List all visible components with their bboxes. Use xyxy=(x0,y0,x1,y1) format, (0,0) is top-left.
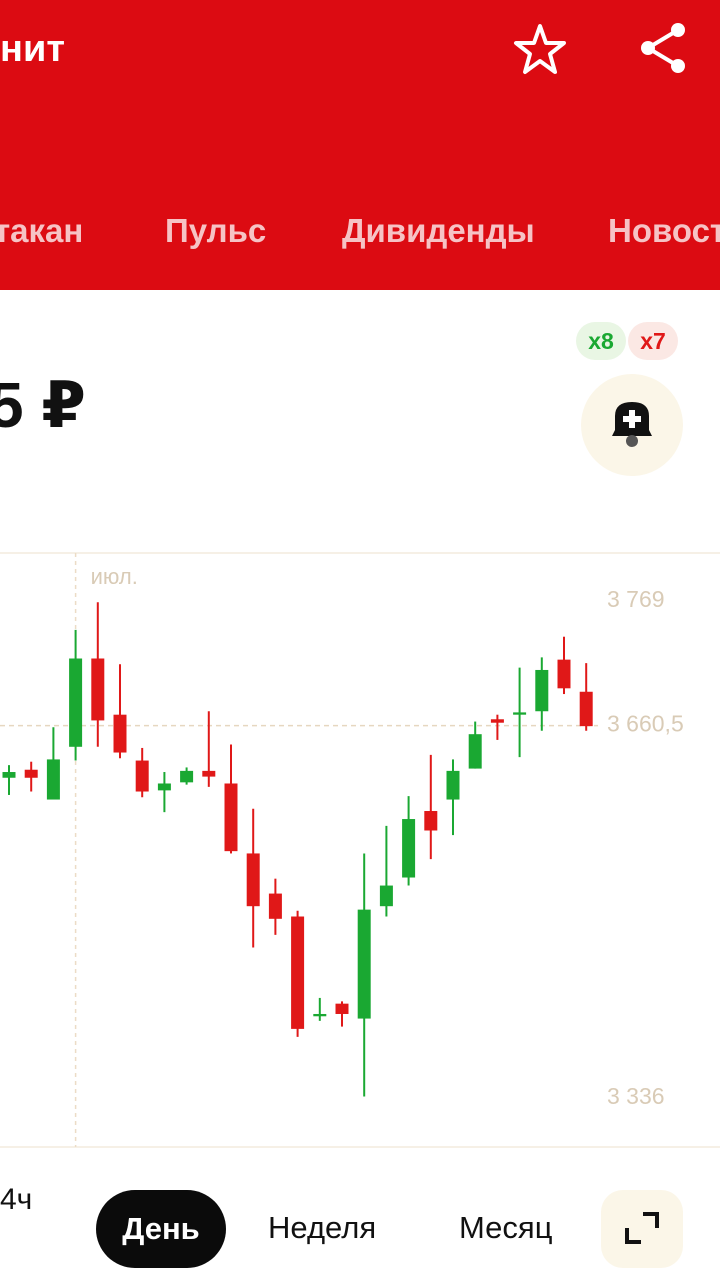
candle-body xyxy=(535,669,549,712)
candle-body xyxy=(69,658,83,747)
candle-body xyxy=(557,659,571,689)
candle-body xyxy=(157,783,171,791)
fullscreen-button[interactable] xyxy=(601,1190,683,1268)
candle-body xyxy=(291,916,305,1029)
candle-body xyxy=(335,1003,349,1014)
tab[interactable]: такан xyxy=(0,212,84,249)
date-label: июл. xyxy=(91,564,138,589)
candle-body xyxy=(24,769,38,778)
candle-body xyxy=(313,1013,327,1017)
candle-body xyxy=(357,909,371,1019)
bell-icon xyxy=(612,402,652,447)
candle-body xyxy=(513,712,527,715)
expand-icon xyxy=(625,1212,659,1244)
favorite-button[interactable] xyxy=(512,22,568,78)
period[interactable]: Неделя xyxy=(268,1210,377,1245)
candle-body xyxy=(446,770,460,800)
candle-body xyxy=(424,811,438,831)
candle-body xyxy=(268,893,282,919)
price: 5 ₽ xyxy=(0,369,86,441)
candle-body xyxy=(468,734,482,769)
candle-body xyxy=(579,691,593,727)
badge-down: x7 xyxy=(628,322,678,360)
candle-body xyxy=(135,760,149,792)
candle-body xyxy=(91,658,105,721)
alert-button[interactable] xyxy=(581,374,683,476)
header-title: нит xyxy=(0,28,65,70)
candle-body xyxy=(402,819,416,878)
y-tick-label: 3 769 xyxy=(607,586,665,612)
candle-body xyxy=(490,719,504,723)
candle-body xyxy=(2,772,16,778)
period-selected[interactable]: День xyxy=(96,1190,226,1268)
share-button[interactable] xyxy=(636,20,692,76)
candle-body xyxy=(113,714,127,753)
tab[interactable]: Дивиденды xyxy=(342,212,535,249)
header xyxy=(0,0,720,290)
badge-up: x8 xyxy=(576,322,626,360)
candle-body xyxy=(246,853,260,907)
candle-body xyxy=(180,770,194,783)
candlestick-chart: 3 336 3 769 3 660,5 июл. xyxy=(0,552,720,1148)
candle-body xyxy=(224,783,238,852)
period[interactable]: Месяц xyxy=(459,1210,553,1245)
candle-body xyxy=(202,770,216,777)
period[interactable]: 4ч xyxy=(0,1183,33,1216)
last-price-label: 3 660,5 xyxy=(607,711,684,737)
y-tick-label: 3 336 xyxy=(607,1083,665,1109)
tab[interactable]: Пульс xyxy=(165,212,267,249)
candle-body xyxy=(46,759,60,800)
candle-body xyxy=(379,885,393,907)
tab[interactable]: Новост xyxy=(608,212,720,249)
